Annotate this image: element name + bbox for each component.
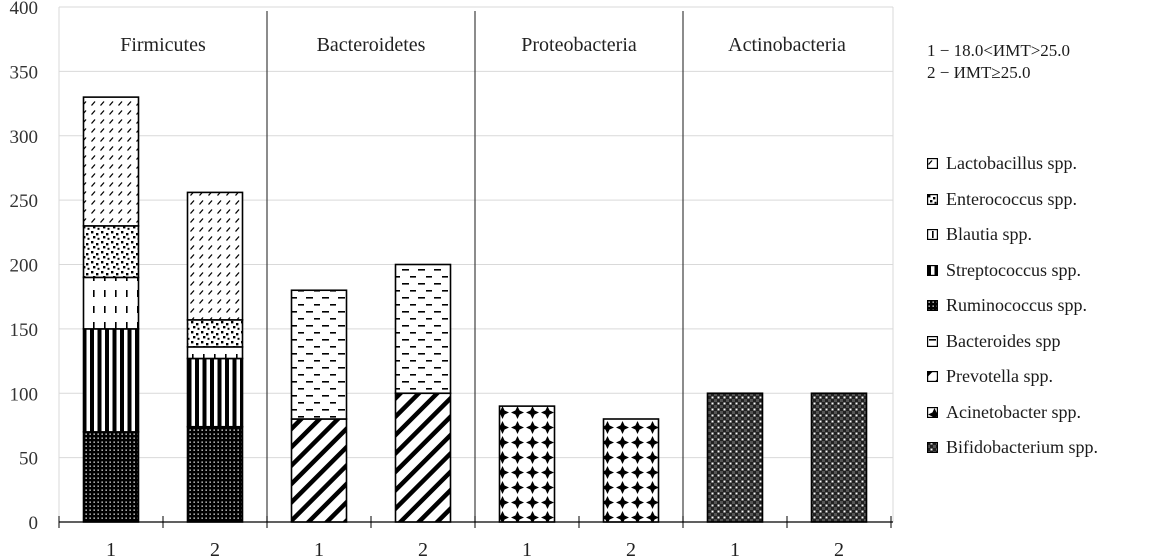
legend-swatch-blautia [927, 229, 938, 241]
bar-segment-prevotella [394, 392, 452, 523]
legend-note-1: 1 − 18.0<ИМТ>25.0 [927, 41, 1071, 60]
legend-item: Blautia spp. [927, 217, 1157, 253]
x-tick-label: 1 [106, 539, 116, 559]
y-tick-label: 400 [10, 0, 39, 19]
group-title: Bacteroidetes [317, 34, 426, 56]
legend-swatch-acinetobacter [927, 406, 938, 418]
legend-item: Bifidobacterium spp. [927, 430, 1157, 466]
bar-segment-acinetobacter [498, 405, 556, 523]
gridlines [58, 6, 894, 522]
y-tick-label: 350 [10, 62, 39, 83]
y-tick-label: 0 [29, 513, 39, 534]
bar-segment-ruminococcus [186, 425, 244, 523]
y-tick-label: 100 [10, 384, 39, 405]
legend-swatch-enterococcus [927, 193, 938, 205]
legend-swatch-lactobacillus [927, 158, 938, 170]
bar-segment-bifidobacterium [810, 392, 868, 523]
legend-swatch-ruminococcus [927, 300, 938, 312]
bar-segment-enterococcus [82, 225, 140, 279]
bar-segment-blautia [82, 276, 140, 330]
bar-segment-bacteroides [394, 263, 452, 395]
legend-item: Enterococcus spp. [927, 182, 1157, 218]
legend-note-2: 2 − ИМТ≥25.0 [927, 63, 1031, 82]
bar-segment-bacteroides [290, 289, 348, 420]
x-tick-label: 1 [730, 539, 740, 559]
legend-label: Ruminococcus spp. [946, 295, 1087, 316]
bar-segment-lactobacillus [186, 191, 244, 321]
legend-item: Streptococcus spp. [927, 253, 1157, 289]
y-tick-label: 250 [10, 191, 39, 212]
bar-segment-ruminococcus [82, 431, 140, 523]
legend-label: Enterococcus spp. [946, 188, 1077, 209]
bar-segment-streptococcus [82, 328, 140, 433]
y-tick-label: 50 [19, 449, 38, 470]
legend-item: Lactobacillus spp. [927, 146, 1157, 182]
legend-item: Bacteroides spp [927, 324, 1157, 360]
bar-segment-acinetobacter [602, 418, 660, 523]
legend-swatch-prevotella [927, 371, 938, 383]
bar-segment-enterococcus [186, 319, 244, 348]
bar-segment-prevotella [290, 418, 348, 523]
bars [82, 96, 868, 523]
x-tick-label: 2 [626, 539, 636, 559]
legend-item: Ruminococcus spp. [927, 288, 1157, 324]
x-tick-label: 2 [834, 539, 844, 559]
legend-item: Prevotella spp. [927, 359, 1157, 395]
group-dividers [266, 11, 684, 522]
y-tick-label: 200 [10, 256, 39, 277]
legend-swatch-bacteroides [927, 335, 938, 347]
bar-segment-lactobacillus [82, 96, 140, 227]
labels: 0 50 100 150 200 250 300 350 400 Firmicutes Bacter… [10, 0, 846, 559]
legend-label: Prevotella spp. [946, 366, 1053, 387]
legend-items: Lactobacillus spp. Enterococcus spp. Blaut… [927, 146, 1157, 466]
y-tick-label: 300 [10, 127, 39, 148]
legend-swatch-streptococcus [927, 264, 938, 276]
group-title: Actinobacteria [728, 34, 846, 56]
bar-segment-blautia [186, 346, 244, 360]
x-tick-label: 2 [210, 539, 220, 559]
legend-item: Acinetobacter spp. [927, 395, 1157, 431]
legend-label: Blautia spp. [946, 224, 1032, 245]
x-tick-label: 1 [314, 539, 324, 559]
legend-label: Bifidobacterium spp. [946, 437, 1098, 458]
y-tick-label: 150 [10, 320, 39, 341]
x-tick-label: 1 [522, 539, 532, 559]
bar-segment-bifidobacterium [706, 392, 764, 523]
axes [58, 516, 893, 528]
legend-label: Lactobacillus spp. [946, 153, 1077, 174]
x-tick-label: 2 [418, 539, 428, 559]
group-title: Proteobacteria [521, 34, 637, 56]
group-title: Firmicutes [120, 34, 206, 56]
legend-label: Bacteroides spp [946, 330, 1061, 351]
legend: 1 − 18.0<ИМТ>25.0 2 − ИМТ≥25.0 Lactobaci… [927, 40, 1157, 466]
legend-label: Acinetobacter spp. [946, 401, 1081, 422]
bar-segment-streptococcus [186, 357, 244, 428]
legend-swatch-bifidobacterium [927, 442, 938, 454]
legend-label: Streptococcus spp. [946, 259, 1081, 280]
